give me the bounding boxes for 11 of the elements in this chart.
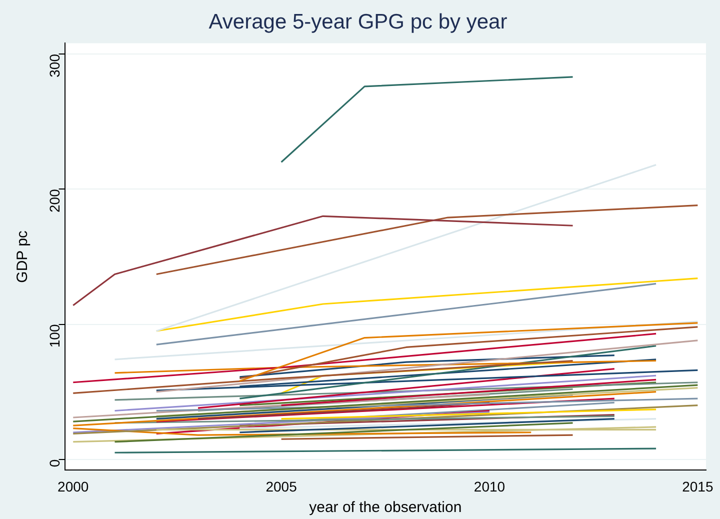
- x-axis-title: year of the observation: [309, 499, 462, 516]
- y-tick-label: 100: [46, 324, 63, 348]
- y-tick-label: 200: [46, 188, 63, 212]
- y-tick-label: 0: [46, 459, 63, 468]
- x-tick-label: 2005: [266, 478, 298, 494]
- chart-title: Average 5-year GPG pc by year: [208, 10, 508, 34]
- x-tick-label: 2000: [58, 478, 89, 494]
- y-axis-title: GDP pc: [14, 230, 32, 283]
- y-tick-label: 300: [46, 54, 63, 78]
- x-tick-label: 2015: [682, 478, 714, 494]
- x-tick-label: 2010: [474, 478, 506, 494]
